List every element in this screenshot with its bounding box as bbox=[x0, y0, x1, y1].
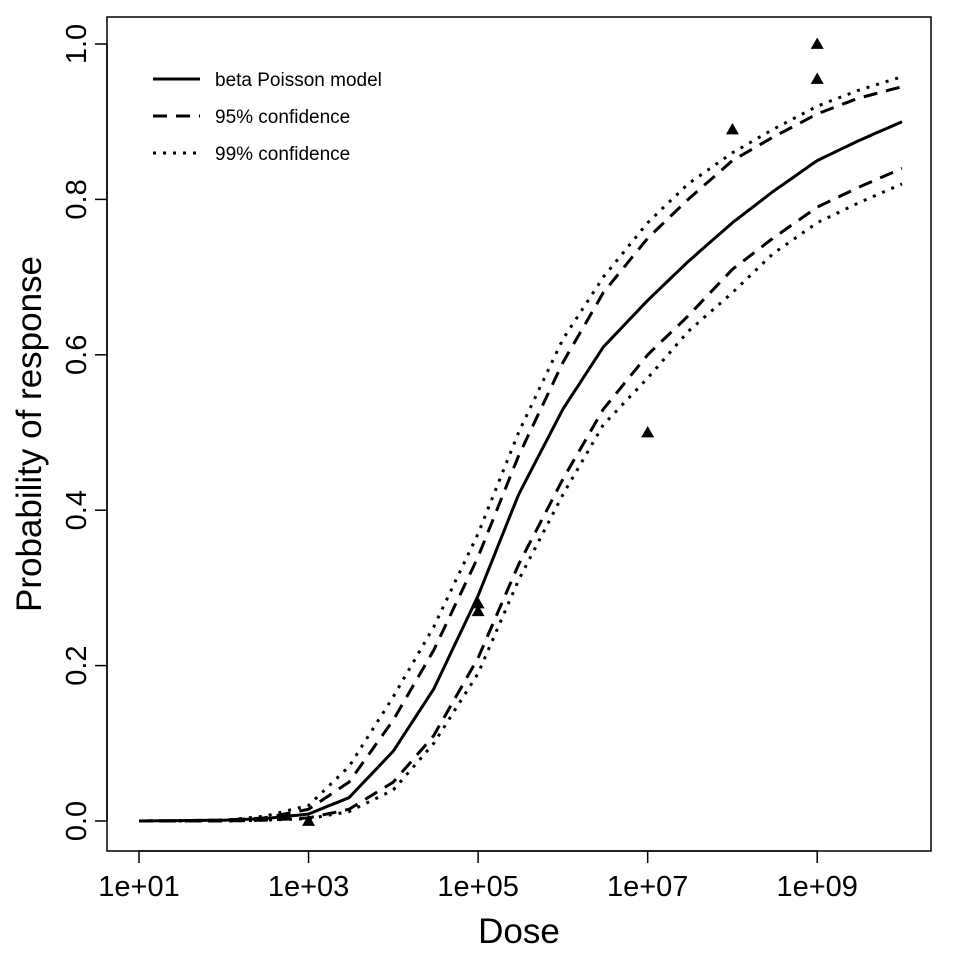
data-point-triangle bbox=[810, 72, 824, 84]
x-tick-label: 1e+05 bbox=[437, 871, 518, 903]
y-tick-label: 1.0 bbox=[61, 24, 93, 64]
y-axis: 0.0 0.2 0.4 0.6 0.8 1.0 bbox=[61, 24, 108, 841]
plot-lines bbox=[138, 75, 903, 823]
legend-label: beta Poisson model bbox=[215, 70, 382, 91]
y-tick-label: 0.0 bbox=[61, 801, 93, 841]
data-point-triangle bbox=[302, 814, 316, 826]
legend-label: 95% confidence bbox=[215, 107, 350, 128]
x-axis-title: Dose bbox=[478, 912, 560, 951]
data-point-triangle bbox=[641, 426, 655, 438]
data-point-triangle bbox=[725, 122, 739, 135]
y-tick-label: 0.2 bbox=[61, 645, 93, 685]
series-line-dotted-4 bbox=[139, 182, 903, 823]
x-tick-label: 1e+09 bbox=[776, 871, 857, 903]
y-tick-label: 0.4 bbox=[61, 490, 93, 530]
legend-label: 99% confidence bbox=[215, 144, 350, 165]
observed-points bbox=[302, 37, 824, 826]
x-tick-label: 1e+03 bbox=[268, 871, 349, 903]
y-tick-label: 0.8 bbox=[61, 179, 93, 219]
y-axis-title: Probability of response bbox=[10, 256, 49, 612]
series-line-solid-0 bbox=[138, 120, 903, 823]
y-tick-label: 0.6 bbox=[61, 335, 93, 375]
x-tick-label: 1e+01 bbox=[98, 871, 179, 903]
data-point-triangle bbox=[810, 37, 824, 49]
x-axis: 1e+01 1e+03 1e+05 1e+07 1e+09 bbox=[98, 850, 858, 903]
data-point-triangle bbox=[471, 604, 485, 617]
data-point-triangle bbox=[471, 596, 485, 609]
x-tick-label: 1e+07 bbox=[607, 871, 688, 903]
legend: beta Poisson model 95% confidence 99% conf… bbox=[153, 70, 382, 165]
series-line-dashed-1 bbox=[138, 85, 903, 823]
